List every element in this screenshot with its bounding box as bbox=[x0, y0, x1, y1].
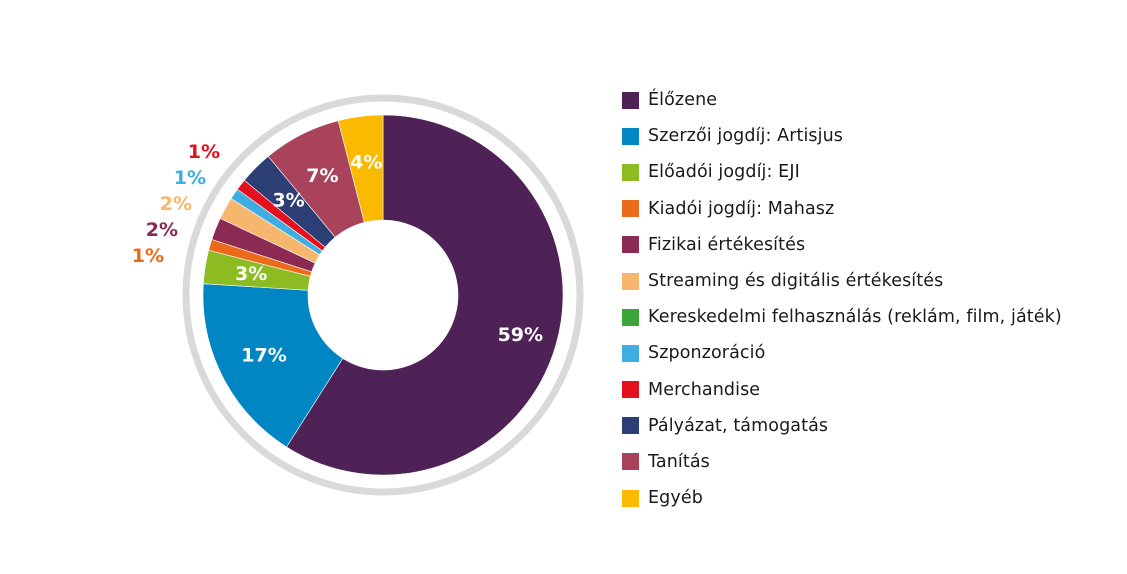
legend-swatch bbox=[622, 453, 639, 471]
legend-swatch bbox=[622, 308, 639, 326]
slice-elozene bbox=[286, 114, 564, 476]
slice-szerzoi-jogdij-artisjus bbox=[202, 283, 344, 448]
legend-label: Szponzoráció bbox=[648, 343, 766, 364]
outer-slice-label: 1% bbox=[174, 167, 206, 189]
legend-swatch bbox=[622, 236, 639, 254]
legend-label: Fizikai értékesítés bbox=[648, 234, 806, 255]
outer-slice-label: 1% bbox=[132, 245, 164, 267]
legend-swatch bbox=[622, 344, 639, 362]
legend-swatch bbox=[622, 91, 639, 109]
legend-swatch bbox=[622, 381, 639, 399]
legend-label: Szerzői jogdíj: Artisjus bbox=[648, 126, 844, 147]
legend-item: Tanítás bbox=[622, 444, 1062, 480]
legend-label: Előadói jogdíj: EJI bbox=[648, 162, 800, 183]
slice-label: 3% bbox=[235, 263, 267, 285]
legend-item: Merchandise bbox=[622, 372, 1062, 408]
legend-swatch bbox=[622, 127, 639, 145]
outer-slice-label: 1% bbox=[188, 141, 220, 163]
legend-label: Pályázat, támogatás bbox=[648, 415, 829, 436]
outer-slice-label: 2% bbox=[146, 219, 178, 241]
legend-swatch bbox=[622, 417, 639, 435]
legend-item: Szerzői jogdíj: Artisjus bbox=[622, 118, 1062, 154]
legend-swatch bbox=[622, 272, 639, 290]
slice-egyeb bbox=[337, 114, 384, 223]
legend-label: Kereskedelmi felhasználás (reklám, film,… bbox=[648, 307, 1062, 328]
donut-chart: 59%17%3%3%7%4%1%1%2%2%1% bbox=[132, 94, 584, 496]
legend-swatch bbox=[622, 200, 639, 218]
slice-label: 17% bbox=[241, 345, 286, 367]
legend-label: Merchandise bbox=[648, 379, 761, 400]
legend-label: Élőzene bbox=[648, 90, 718, 111]
slice-label: 59% bbox=[498, 324, 543, 346]
legend-item: Szponzoráció bbox=[622, 335, 1062, 371]
labels-group: 59%17%3%3%7%4%1%1%2%2%1% bbox=[132, 141, 543, 367]
legend: Élőzene Szerzői jogdíj: Artisjus Előadói j… bbox=[622, 82, 1062, 516]
slice-label: 7% bbox=[306, 165, 338, 187]
outer-ring bbox=[182, 94, 584, 496]
legend-label: Egyéb bbox=[648, 488, 703, 509]
slice-label: 4% bbox=[350, 152, 382, 174]
legend-item: Egyéb bbox=[622, 480, 1062, 516]
legend-swatch bbox=[622, 163, 639, 181]
legend-label: Kiadói jogdíj: Mahasz bbox=[648, 198, 835, 219]
slices-group bbox=[202, 114, 564, 476]
legend-item: Pályázat, támogatás bbox=[622, 408, 1062, 444]
slice-label: 3% bbox=[272, 190, 304, 212]
legend-label: Tanítás bbox=[648, 451, 710, 472]
legend-item: Streaming és digitális értékesítés bbox=[622, 263, 1062, 299]
legend-item: Kereskedelmi felhasználás (reklám, film,… bbox=[622, 299, 1062, 335]
legend-item: Előadói jogdíj: EJI bbox=[622, 154, 1062, 190]
legend-item: Élőzene bbox=[622, 82, 1062, 118]
legend-item: Kiadói jogdíj: Mahasz bbox=[622, 191, 1062, 227]
outer-slice-label: 2% bbox=[160, 193, 192, 215]
legend-swatch bbox=[622, 489, 639, 507]
legend-label: Streaming és digitális értékesítés bbox=[648, 271, 944, 292]
legend-item: Fizikai értékesítés bbox=[622, 227, 1062, 263]
